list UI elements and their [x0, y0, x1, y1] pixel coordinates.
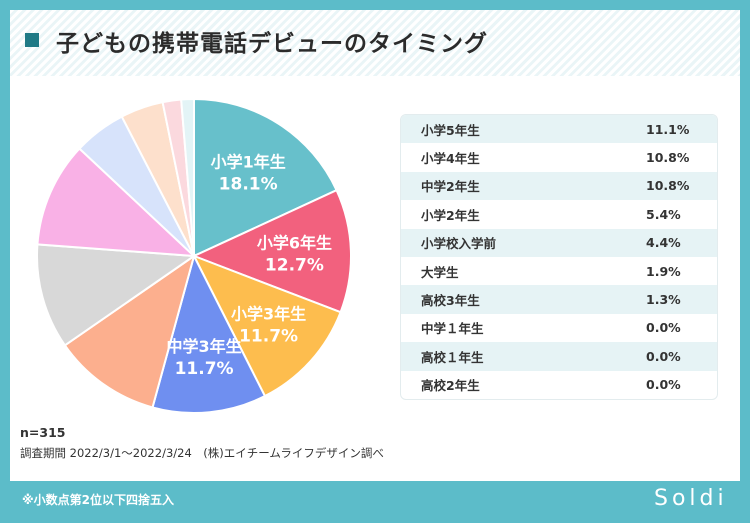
survey-source: 調査期間 2022/3/1〜2022/3/24 (株)エイチームライフデザイン調…	[20, 446, 384, 460]
slice-label: 小学6年生	[257, 234, 332, 253]
pie-slice	[193, 97, 338, 258]
pie-slice	[36, 147, 197, 258]
chart-title: 子どもの携帯電話デビューのタイミング	[56, 31, 488, 57]
row-value: 0.0%	[646, 320, 681, 336]
rounding-footnote: ※小数点第2位以下四捨五入	[22, 493, 175, 507]
row-label: 小学5年生	[421, 122, 480, 138]
table-row: 大学生 1.9%	[401, 257, 717, 285]
row-label: 中学１年生	[421, 321, 484, 337]
row-value: 0.0%	[646, 348, 681, 364]
table-row: 中学2年生 10.8%	[401, 171, 717, 201]
table-row: 小学2年生 5.4%	[401, 200, 717, 228]
pie-slice	[151, 253, 267, 414]
row-label: 小学2年生	[421, 207, 480, 223]
row-label: 高校１年生	[421, 349, 484, 365]
table-row: 小学校入学前 4.4%	[401, 228, 717, 257]
title-marker	[25, 33, 39, 47]
row-value: 5.4%	[646, 206, 681, 222]
slice-value-label: 18.1%	[219, 174, 278, 194]
table-row: 小学5年生 11.1%	[401, 115, 717, 144]
row-label: 高校2年生	[421, 378, 480, 394]
slice-value-label: 12.7%	[265, 256, 324, 276]
table-row: 小学4年生 10.8%	[401, 143, 717, 171]
pie-slice	[191, 254, 342, 398]
row-value: 10.8%	[646, 178, 690, 194]
slice-label: 小学3年生	[231, 304, 306, 323]
pie-slice	[180, 97, 195, 257]
table-row: 高校１年生 0.0%	[401, 342, 717, 371]
slice-label: 中学3年生	[167, 337, 242, 356]
row-label: 高校3年生	[421, 293, 480, 309]
sample-size: n=315	[20, 425, 66, 440]
footer-bar: ※小数点第2位以下四捨五入 Soldi	[0, 481, 750, 523]
pie-slice	[63, 253, 196, 409]
row-value: 4.4%	[646, 235, 681, 251]
table-row: 高校2年生 0.0%	[401, 371, 717, 399]
row-label: 小学校入学前	[421, 236, 497, 252]
title-bar	[10, 10, 740, 76]
row-value: 10.8%	[646, 150, 690, 166]
breakdown-table: 小学5年生 11.1% 小学4年生 10.8% 中学2年生 10.8% 小学2年生 5.…	[400, 114, 718, 400]
row-value: 1.9%	[646, 263, 681, 279]
slice-value-label: 11.7%	[175, 359, 234, 379]
slice-value-label: 11.7%	[239, 326, 298, 346]
pie-slice	[191, 188, 352, 314]
row-label: 小学4年生	[421, 151, 480, 167]
row-value: 11.1%	[646, 121, 690, 137]
table-row: 中学１年生 0.0%	[401, 314, 717, 342]
brand-logo: Soldi	[654, 486, 728, 511]
row-value: 0.0%	[646, 377, 681, 393]
table-row: 高校3年生 1.3%	[401, 285, 717, 314]
row-label: 大学生	[421, 264, 459, 280]
row-label: 中学2年生	[421, 179, 480, 195]
row-value: 1.3%	[646, 292, 681, 308]
slice-label: 小学1年生	[211, 152, 286, 171]
pie-slice	[36, 243, 197, 347]
